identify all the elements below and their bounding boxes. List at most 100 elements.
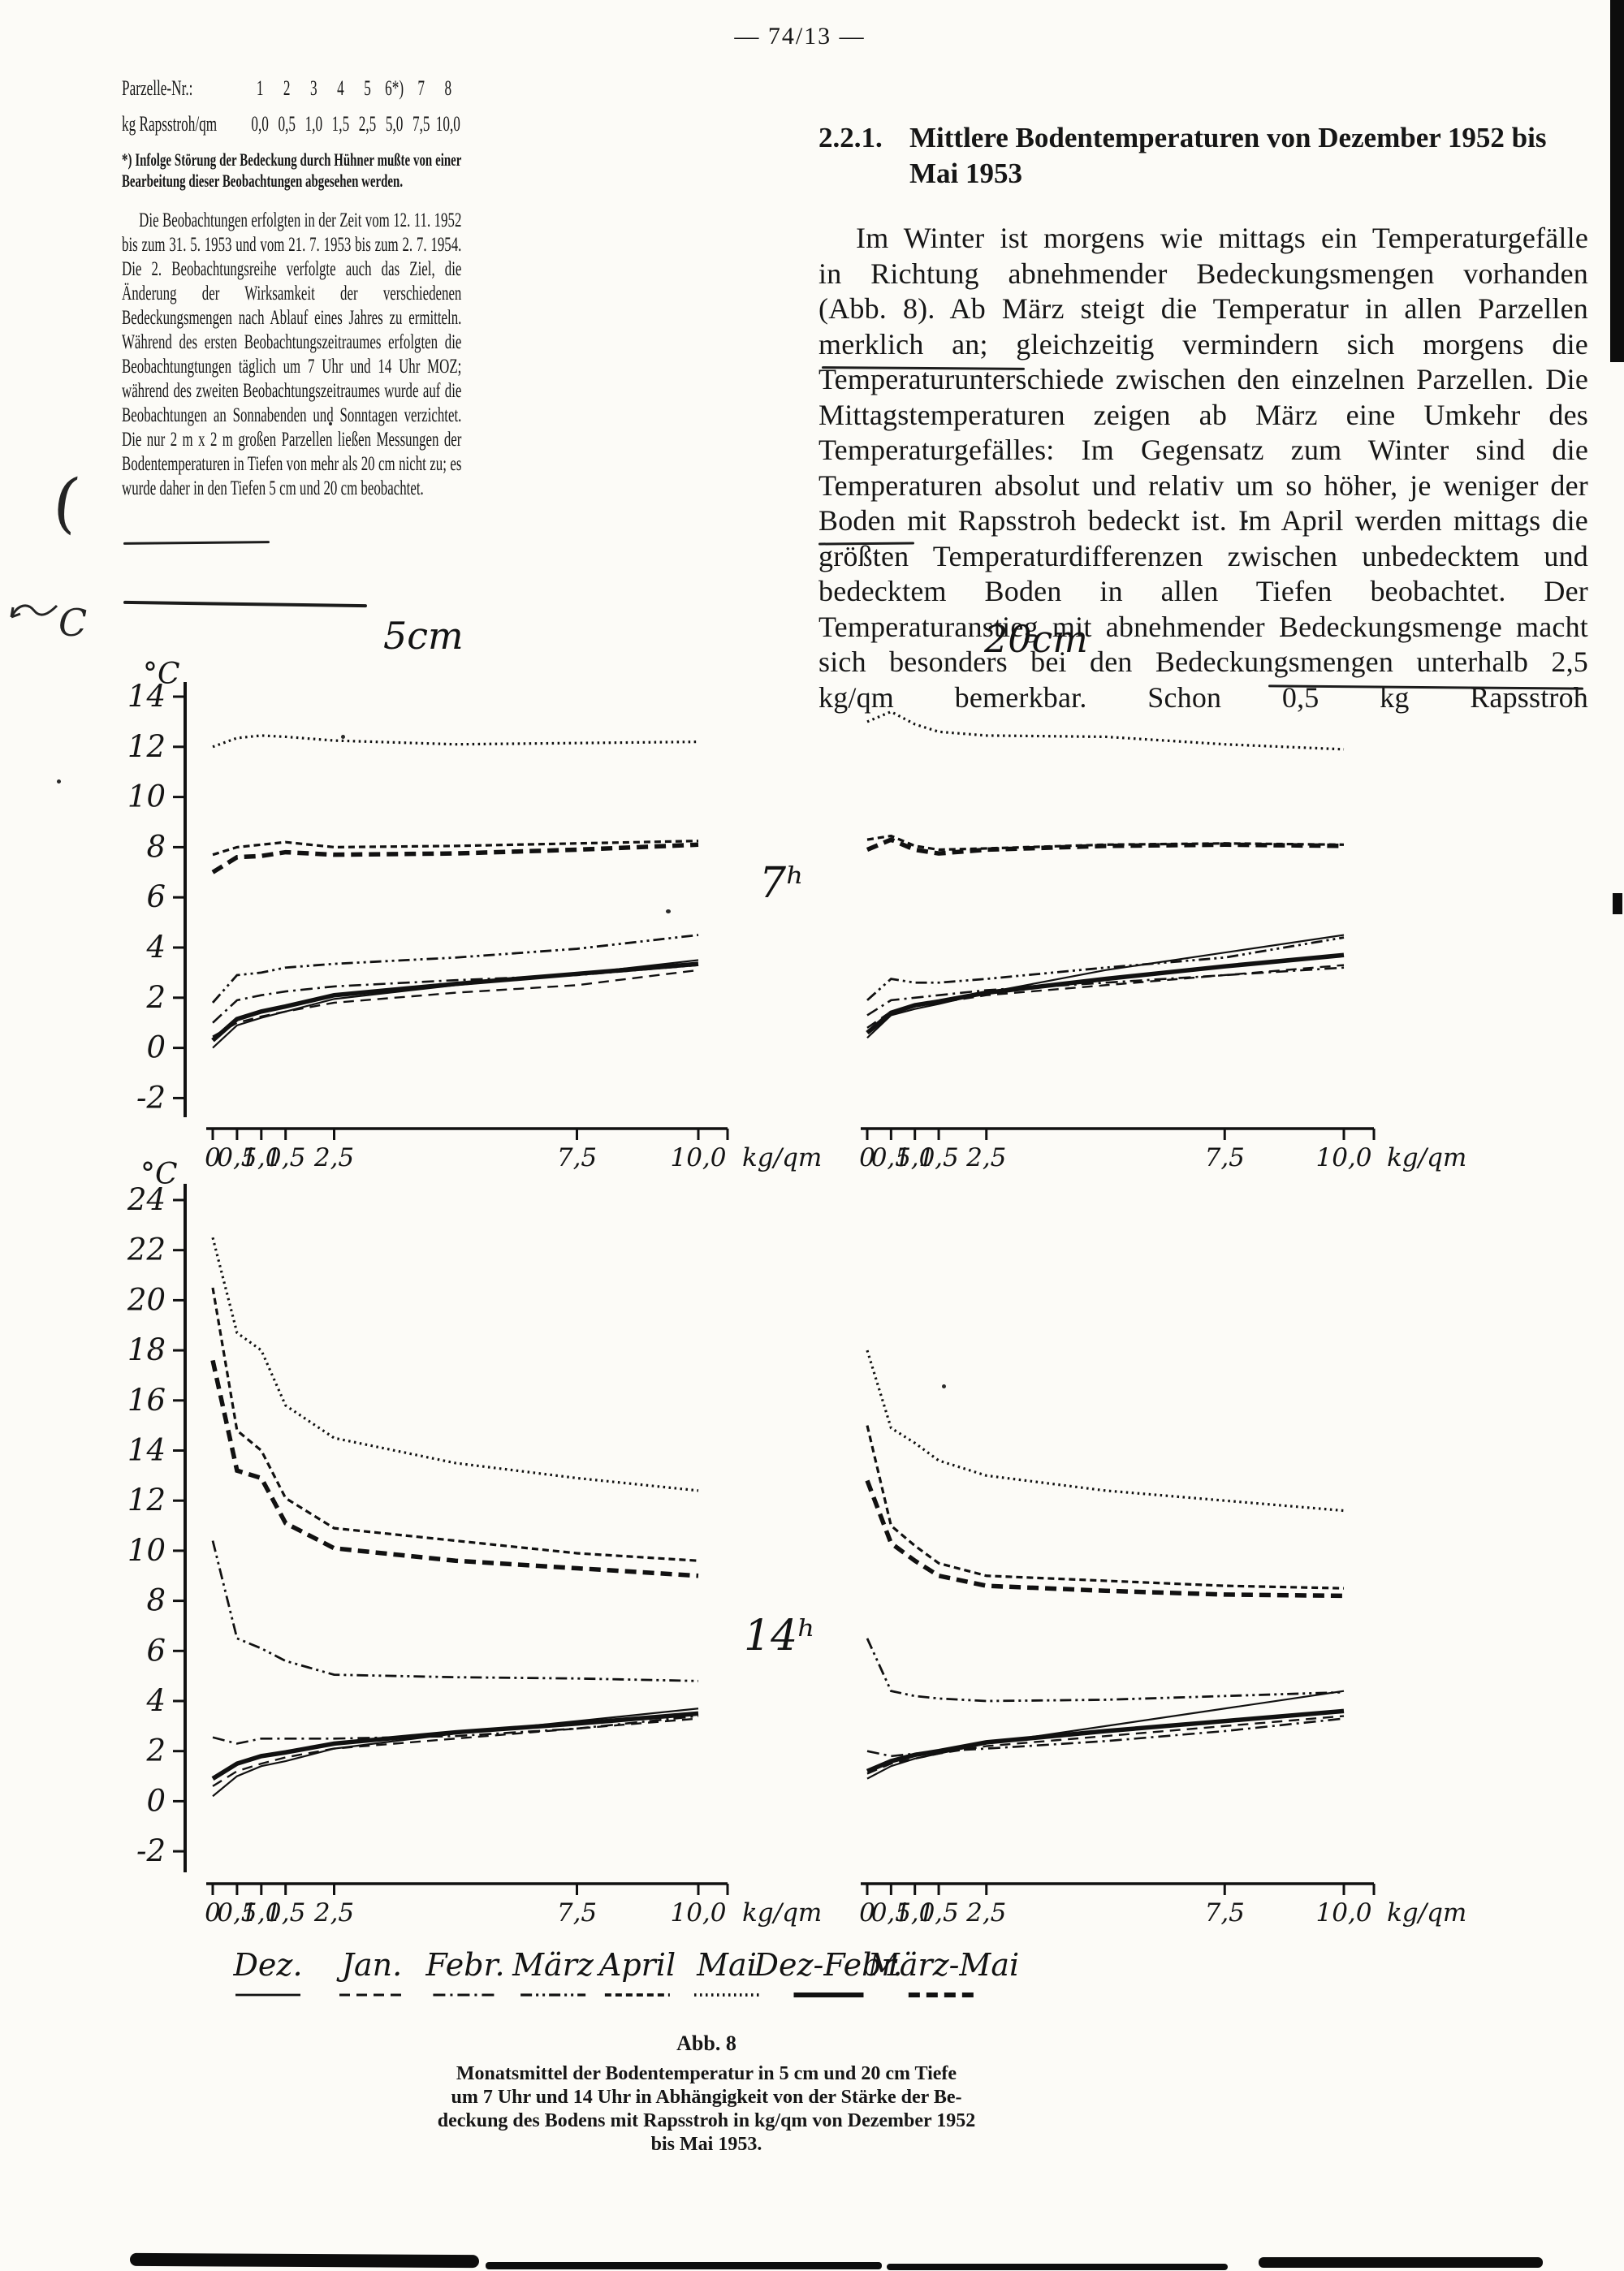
svg-text:1,5: 1,5 (266, 1143, 305, 1172)
table-cell: 1,0 (304, 112, 323, 136)
table-row: kg Rapsstroh/qm 0,0 0,5 1,0 1,5 2,5 5,0 … (122, 110, 461, 138)
chart-title-depth-5cm: 5cm (383, 614, 464, 658)
svg-text:18: 18 (127, 1332, 166, 1367)
margin-squiggle-arrow (10, 604, 58, 619)
caption-line: um 7 Uhr und 14 Uhr in Abhängigkeit von … (451, 2087, 962, 2108)
margin-paren-mark: ( (49, 463, 84, 542)
table-cell: 1,5 (331, 112, 350, 136)
svg-text:-2: -2 (136, 1833, 166, 1868)
page-number: — 74/13 — (734, 23, 866, 50)
pencil-underline (123, 600, 368, 608)
legend-item: Dez. (233, 1947, 303, 2001)
legend-item: Dez-Febr. (754, 1947, 903, 2001)
y-axis-unit-top: °C (143, 658, 180, 691)
svg-text:14: 14 (127, 1433, 166, 1468)
table-cell: 7,5 (412, 112, 430, 136)
legend-line-sample (605, 1993, 670, 1997)
svg-text:0,5: 0,5 (871, 1898, 911, 1928)
svg-text:0,5: 0,5 (217, 1143, 257, 1172)
svg-text:8: 8 (146, 1583, 166, 1618)
legend-label: Jan. (341, 1947, 403, 1983)
svg-text:0: 0 (146, 1030, 166, 1065)
svg-text:7,5: 7,5 (1205, 1898, 1245, 1928)
svg-text:2,5: 2,5 (313, 1143, 354, 1172)
legend-item: Jan. (337, 1947, 407, 2001)
legend-label: April (598, 1947, 676, 1983)
left-column: Parzelle-Nr.: 1 2 3 4 5 6*) 7 8 kg Rapss… (122, 75, 461, 500)
scan-speck (57, 779, 61, 784)
section-title: Mittlere Bodentemperaturen von Dezember … (909, 122, 1547, 189)
legend-item: März (512, 1947, 594, 2001)
svg-text:1,0: 1,0 (241, 1143, 281, 1172)
table-cell: 6*) (385, 76, 404, 100)
legend-line-sample (793, 1993, 863, 1997)
svg-text:kg/qm: kg/qm (742, 1143, 822, 1172)
legend-line-sample (339, 1993, 404, 1997)
caption-line: deckung des Bodens mit Rapsstroh in kg/q… (437, 2110, 976, 2131)
table-cell: 4 (337, 76, 344, 100)
scan-speck (666, 909, 671, 913)
svg-text:2: 2 (145, 1733, 166, 1768)
svg-text:1,0: 1,0 (895, 1143, 935, 1172)
legend-label: März-Mai (867, 1947, 1020, 1983)
footnote: *) Infolge Störung der Bedeckung durch H… (122, 149, 462, 191)
svg-text:0: 0 (205, 1143, 221, 1172)
scan-speck (341, 735, 345, 739)
svg-text:4: 4 (145, 930, 166, 965)
margin-c-mark: C (58, 601, 88, 645)
svg-text:12: 12 (127, 729, 166, 764)
legend-item: Febr. (425, 1947, 505, 2001)
time-label-7h: 7ʰ (759, 859, 805, 908)
table-cell: 0,0 (251, 112, 269, 136)
svg-text:12: 12 (127, 1483, 166, 1518)
section-heading: 2.2.1. Mittlere Bodentemperaturen von De… (818, 120, 1588, 192)
table-cell: 5,0 (385, 112, 404, 136)
svg-text:kg/qm: kg/qm (742, 1898, 822, 1928)
svg-text:2,5: 2,5 (313, 1898, 354, 1928)
svg-text:8: 8 (146, 829, 166, 864)
legend-item: Mai (692, 1947, 762, 2001)
svg-text:7,5: 7,5 (557, 1898, 597, 1928)
svg-text:2,5: 2,5 (965, 1143, 1006, 1172)
time-label-14h: 14ʰ (744, 1612, 816, 1660)
legend-label: Dez-Febr. (754, 1947, 903, 1983)
legend-line-sample (235, 1993, 300, 1997)
scan-artifact (129, 2252, 480, 2269)
svg-text:6: 6 (146, 1633, 166, 1668)
svg-text:0,5: 0,5 (871, 1143, 911, 1172)
legend-label: März (512, 1947, 594, 1983)
svg-text:0: 0 (146, 1783, 166, 1818)
legend-item: März-Mai (868, 1947, 1019, 2001)
scan-artifact (1259, 2257, 1543, 2268)
pencil-underline (123, 541, 270, 545)
svg-text:2: 2 (145, 980, 166, 1015)
scan-artifact (887, 2264, 1228, 2270)
scan-artifact (1613, 893, 1622, 914)
legend-line-sample (694, 1993, 759, 1997)
right-paragraph: Im Winter ist morgens wie mittags ein Te… (818, 222, 1588, 714)
svg-text:-2: -2 (136, 1080, 166, 1115)
table-row: Parzelle-Nr.: 1 2 3 4 5 6*) 7 8 (122, 75, 461, 102)
section-number: 2.2.1. (818, 122, 883, 153)
legend-label: Mai (697, 1947, 757, 1983)
svg-text:10,0: 10,0 (670, 1143, 726, 1172)
svg-text:1,0: 1,0 (241, 1898, 281, 1928)
svg-text:16: 16 (127, 1383, 166, 1418)
table-cell: 1 (256, 76, 264, 100)
table-cell: 7 (417, 76, 425, 100)
scan-speck (1244, 520, 1248, 523)
svg-text:10,0: 10,0 (1315, 1143, 1371, 1172)
table-cell: 0,5 (278, 112, 296, 136)
svg-text:6: 6 (146, 879, 166, 914)
scan-speck (329, 422, 332, 425)
left-column-inner: Parzelle-Nr.: 1 2 3 4 5 6*) 7 8 kg Rapss… (122, 75, 461, 500)
svg-text:10,0: 10,0 (1315, 1898, 1371, 1928)
table-cell: 10,0 (435, 112, 460, 136)
legend-line-sample (432, 1993, 498, 1997)
scan-artifact (1610, 0, 1624, 362)
caption-line: Monatsmittel der Bodentemperatur in 5 cm… (456, 2063, 957, 2084)
table-cell: 2 (283, 76, 291, 100)
left-paragraph: Die Beobachtungen erfolgten in der Zeit … (122, 208, 462, 499)
svg-text:0,5: 0,5 (217, 1898, 257, 1928)
